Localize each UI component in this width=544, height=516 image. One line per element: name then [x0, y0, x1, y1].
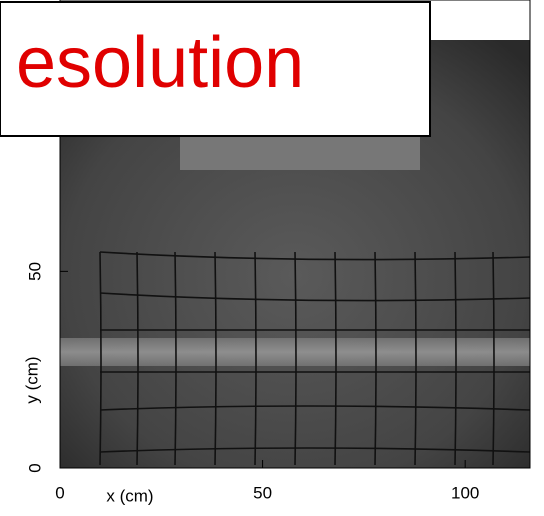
x-tick-label: 100: [451, 483, 479, 502]
annotation: esolution: [16, 23, 304, 103]
y-tick-label: 50: [25, 262, 44, 281]
wire: [99, 251, 531, 261]
plot-frame: [59, 0, 531, 469]
x-axis-label: x (cm): [106, 486, 153, 505]
wire: [214, 251, 217, 466]
y-axis-label: y (cm): [22, 356, 41, 403]
wire: [99, 405, 531, 411]
wire: [136, 251, 139, 466]
wire: [374, 251, 377, 466]
wire: [334, 251, 337, 466]
annotation-box: [0, 1, 431, 137]
wire: [454, 251, 457, 466]
wire: [254, 251, 257, 466]
wire: [174, 251, 177, 466]
wire: [414, 251, 417, 466]
x-tick-label: 50: [253, 483, 272, 502]
bright-band: [60, 338, 530, 366]
y-tick-label: 0: [25, 463, 44, 472]
wire: [492, 251, 495, 466]
wire: [99, 251, 102, 466]
wire-grid: [99, 251, 531, 466]
wire: [294, 251, 297, 466]
wire: [99, 292, 531, 302]
wire: [99, 447, 531, 453]
axes: 0 50 100 0 50: [25, 262, 479, 503]
x-tick-label: 0: [55, 483, 64, 502]
